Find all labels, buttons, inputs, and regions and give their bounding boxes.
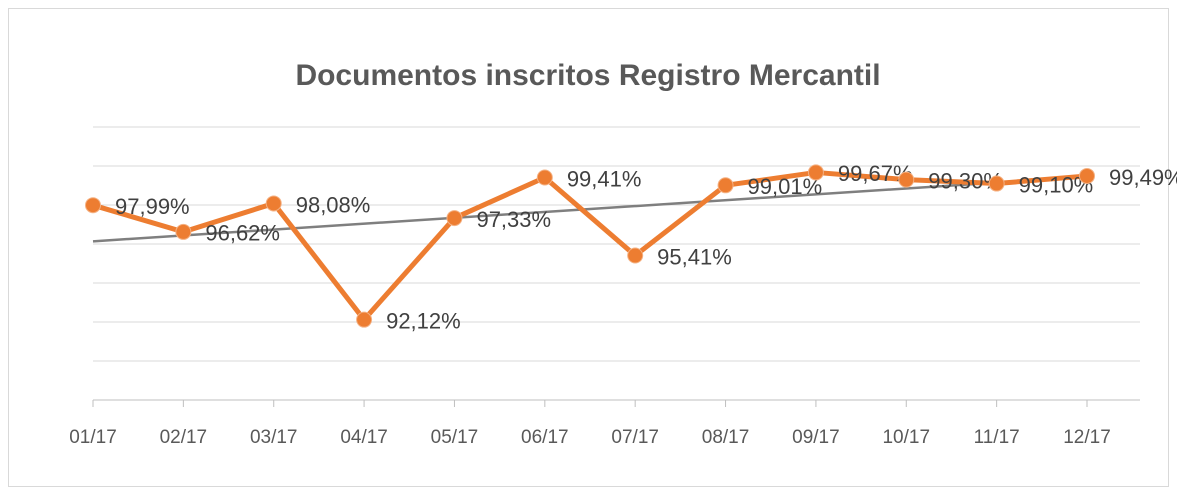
data-label: 95,41% bbox=[657, 244, 732, 269]
data-point bbox=[898, 171, 915, 188]
data-label: 97,99% bbox=[115, 194, 190, 219]
trendline bbox=[92, 175, 1088, 243]
data-label: 99,01% bbox=[748, 174, 823, 199]
x-tick-label: 04/17 bbox=[340, 427, 388, 448]
data-label: 99,49% bbox=[1109, 165, 1177, 190]
data-label: 92,12% bbox=[386, 308, 461, 333]
x-tick-label: 05/17 bbox=[431, 427, 479, 448]
x-tick-label: 11/17 bbox=[974, 427, 1020, 448]
data-point bbox=[807, 164, 824, 181]
data-point bbox=[627, 247, 644, 264]
data-label: 96,62% bbox=[205, 221, 280, 246]
data-point bbox=[988, 175, 1005, 192]
chart-title: Documentos inscritos Registro Mercantil bbox=[295, 59, 880, 92]
data-point bbox=[1079, 167, 1095, 184]
x-tick-label: 10/17 bbox=[882, 427, 930, 448]
chart-border bbox=[8, 8, 1169, 487]
data-point bbox=[717, 177, 734, 194]
data-point bbox=[265, 195, 282, 212]
x-tick-label: 06/17 bbox=[521, 427, 569, 448]
x-tick-label: 07/17 bbox=[611, 427, 659, 448]
data-point bbox=[85, 197, 101, 214]
data-point bbox=[356, 311, 373, 328]
data-label: 99,41% bbox=[567, 166, 642, 191]
data-label: 97,33% bbox=[476, 207, 551, 232]
data-point bbox=[446, 210, 463, 227]
x-tick-label: 09/17 bbox=[792, 427, 840, 448]
data-point bbox=[175, 223, 192, 240]
x-tick-label: 01/17 bbox=[69, 427, 117, 448]
x-tick-label: 12/17 bbox=[1063, 427, 1111, 448]
data-label: 98,08% bbox=[296, 192, 371, 217]
x-tick-label: 03/17 bbox=[250, 427, 298, 448]
x-tick-label: 08/17 bbox=[702, 427, 750, 448]
data-point bbox=[536, 169, 553, 186]
series-line bbox=[92, 169, 1088, 323]
x-tick-label: 02/17 bbox=[160, 427, 208, 448]
